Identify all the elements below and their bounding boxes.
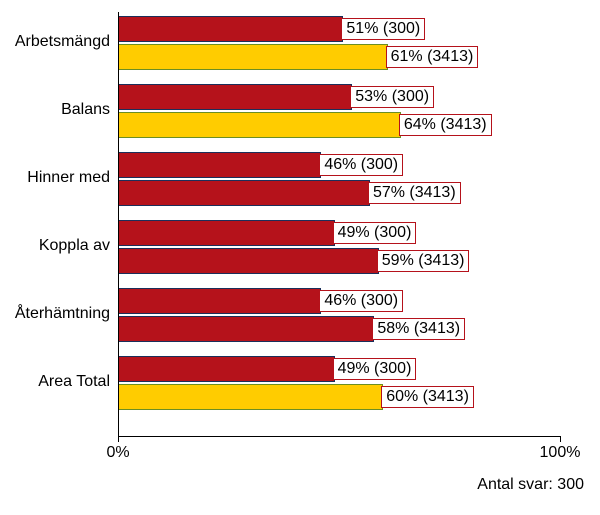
bar [118, 384, 383, 410]
bar-value-label: 60% (3413) [381, 386, 474, 408]
bar [118, 356, 335, 382]
category-label: Återhämtning [15, 305, 110, 323]
bar-value-label: 49% (300) [333, 358, 417, 380]
category-label: Area Total [38, 373, 110, 391]
bar [118, 316, 374, 342]
x-tick-label: 0% [88, 444, 148, 462]
category-label: Koppla av [39, 237, 110, 255]
bar [118, 16, 343, 42]
bar [118, 180, 370, 206]
bar [118, 112, 401, 138]
bar-value-label: 53% (300) [350, 86, 434, 108]
bar-value-label: 46% (300) [319, 290, 403, 312]
category-label: Arbetsmängd [15, 33, 110, 51]
x-tick-label: 100% [530, 444, 590, 462]
bar-value-label: 59% (3413) [377, 250, 470, 272]
bar-value-label: 49% (300) [333, 222, 417, 244]
x-axis [118, 436, 561, 437]
bar [118, 220, 335, 246]
bar [118, 288, 321, 314]
bar-value-label: 46% (300) [319, 154, 403, 176]
bar [118, 152, 321, 178]
bar [118, 44, 388, 70]
chart-container: Arbetsmängd 51% (300) 61% (3413) Balans 53% … [0, 0, 600, 515]
category-label: Balans [61, 101, 110, 119]
bar [118, 248, 379, 274]
bar-value-label: 51% (300) [341, 18, 425, 40]
y-axis [118, 12, 119, 436]
response-count: Antal svar: 300 [477, 476, 584, 494]
bar-value-label: 58% (3413) [372, 318, 465, 340]
bar [118, 84, 352, 110]
bar-value-label: 64% (3413) [399, 114, 492, 136]
x-tick [560, 436, 561, 442]
bar-value-label: 57% (3413) [368, 182, 461, 204]
bar-value-label: 61% (3413) [386, 46, 479, 68]
category-label: Hinner med [27, 169, 110, 187]
x-tick [118, 436, 119, 442]
